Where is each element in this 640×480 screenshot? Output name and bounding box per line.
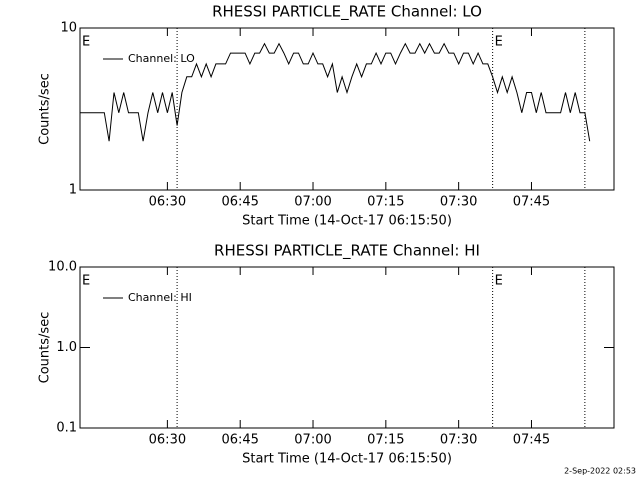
y-tick-label: 0.1 [56,421,77,436]
x-tick-label: 07:15 [367,195,404,210]
y-tick-label: 1 [69,183,77,198]
x-tick-label: 06:30 [149,195,186,210]
x-tick-label: 07:45 [513,433,550,448]
plot-frame [79,27,615,191]
x-tick-label: 07:30 [440,195,477,210]
y-tick-label: 10.0 [48,260,77,275]
event-marker: E [82,35,90,50]
x-tick-label: 07:00 [294,433,331,448]
data-line [80,42,591,142]
y-tick-label: 1.0 [56,340,77,355]
x-axis-label: Start Time (14-Oct-17 06:15:50) [242,214,452,229]
y-axis-label: Counts/sec [38,312,53,384]
legend-label: Channel: LO [128,52,195,65]
x-tick-label: 06:45 [221,195,258,210]
x-tick-label: 07:45 [513,195,550,210]
chart-title: RHESSI PARTICLE_RATE Channel: HI [214,242,480,261]
event-marker: E [82,274,90,289]
x-tick-label: 07:30 [440,433,477,448]
x-tick-label: 06:30 [149,433,186,448]
x-axis-label: Start Time (14-Oct-17 06:15:50) [242,452,452,467]
y-axis-label: Counts/sec [38,73,53,145]
y-tick-label: 10 [60,21,77,36]
chart-title: RHESSI PARTICLE_RATE Channel: LO [212,3,482,22]
timestamp: 2-Sep-2022 02:53 [564,467,636,476]
x-tick-label: 07:15 [367,433,404,448]
event-marker: E [495,274,503,289]
x-tick-label: 06:45 [221,433,258,448]
x-tick-label: 07:00 [294,195,331,210]
legend-label: Channel: HI [128,291,192,304]
event-marker: E [495,35,503,50]
